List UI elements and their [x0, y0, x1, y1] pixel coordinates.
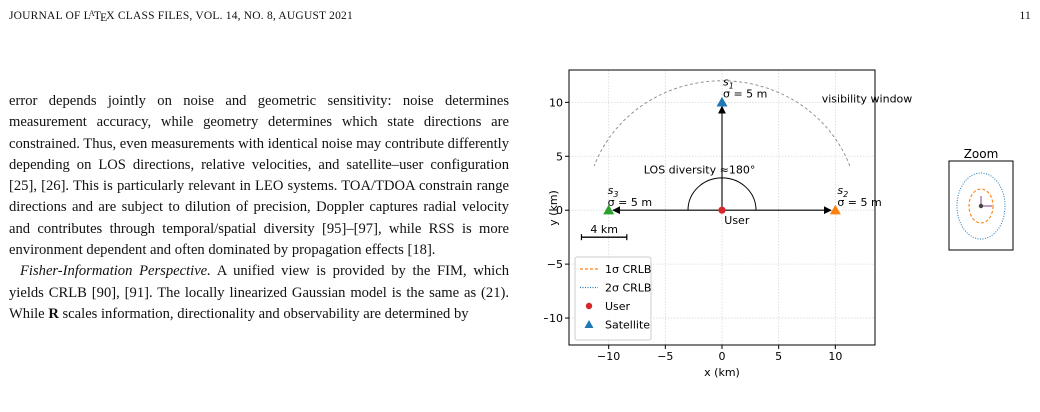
satellite-marker-s3 [603, 204, 615, 215]
satellite-marker-s2 [829, 204, 841, 215]
y-tick-label: 0 [556, 204, 563, 217]
user-marker [718, 206, 726, 214]
y-axis-label: y (km) [547, 190, 560, 226]
legend-label: 1σ CRLB [605, 263, 651, 276]
los-diversity-label: LOS diversity ≈180° [644, 164, 756, 177]
legend-box [574, 256, 652, 341]
legend-label: Satellite [605, 319, 650, 332]
zoom-title: Zoom [964, 147, 999, 161]
visibility-window-label: visibility window [822, 92, 913, 105]
plot-area [593, 80, 851, 215]
satellite-label-s2: s2 [837, 184, 848, 199]
legend-label: 2σ CRLB [605, 282, 651, 295]
legend-swatch-satellite [584, 320, 594, 328]
x-axis-label: x (km) [704, 366, 740, 379]
legend-label: User [605, 300, 631, 313]
user-label: User [724, 214, 750, 227]
satellite-label-s1: s1 [723, 75, 734, 90]
zoom-inset: Zoom [948, 147, 1014, 251]
running-header: JOURNAL OF LATEX CLASS FILES, VOL. 14, N… [9, 9, 1031, 26]
satellite-label-s3: s3 [608, 184, 619, 199]
axis-ticks: −10 −5 0 5 10 −10 −5 0 5 10 [544, 96, 842, 363]
x-tick-label: 5 [775, 350, 782, 363]
zoom-ellipse-1sigma [968, 188, 994, 224]
paragraph-2-heading: Fisher-Information Perspective. [20, 263, 211, 280]
x-tick-label: −5 [657, 350, 673, 363]
body-text-column: error depends jointly on noise and geome… [9, 91, 509, 325]
scale-bar-label: 4 km [590, 223, 618, 236]
zoom-ellipse-2sigma [956, 172, 1006, 240]
satellite-sigma-s2: σ = 5 m [837, 196, 881, 209]
page-number: 11 [1019, 10, 1031, 22]
legend: 1σ CRLB 2σ CRLB User Satellite [574, 256, 652, 341]
paragraph-1: error depends jointly on noise and geome… [9, 93, 509, 259]
satellite-sigma-s3: σ = 5 m [608, 196, 652, 209]
legend-swatch-user [585, 302, 593, 310]
x-tick-label: 0 [719, 350, 726, 363]
y-tick-label: 5 [556, 150, 563, 163]
x-tick-label: 10 [828, 350, 842, 363]
paragraph-2: Fisher-Information Perspective. A unifie… [9, 263, 509, 322]
satellite-sigma-s1: σ = 5 m [723, 87, 767, 100]
satellite-marker-s1 [716, 96, 728, 107]
y-tick-label: −10 [544, 312, 563, 325]
y-tick-label: 10 [549, 96, 563, 109]
zoom-user-point [978, 203, 984, 209]
x-tick-label: −10 [597, 350, 620, 363]
journal-title: JOURNAL OF LATEX CLASS FILES, VOL. 14, N… [9, 9, 353, 24]
y-tick-label: −5 [547, 258, 563, 271]
